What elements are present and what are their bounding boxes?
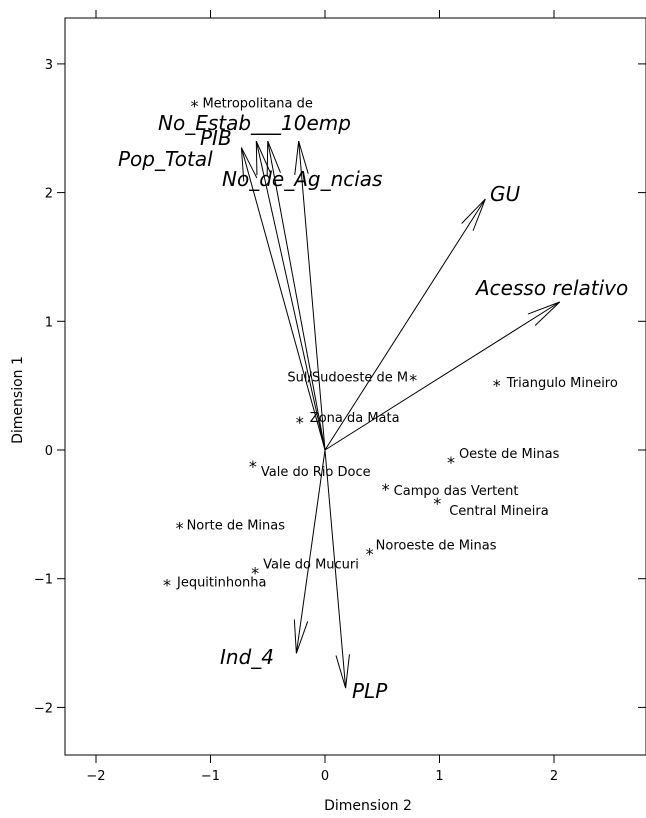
y-tick-label: 1 bbox=[45, 315, 53, 330]
point-label: Metropolitana de bbox=[202, 97, 312, 112]
point-label: Norte de Minas bbox=[187, 519, 286, 534]
y-axis-title: Dimension 1 bbox=[10, 356, 26, 444]
vector-arrowhead bbox=[267, 140, 281, 173]
vector-line bbox=[324, 198, 486, 451]
point-marker: * bbox=[447, 453, 455, 472]
point-marker: * bbox=[493, 376, 501, 395]
vector-label: No_de_Ag_ncias bbox=[222, 167, 382, 191]
region-points: * Metropolitana de*Sul/Sudoeste de M * Tria… bbox=[163, 97, 618, 595]
vector-arrowhead bbox=[294, 141, 300, 175]
vector-label: PIB bbox=[200, 126, 232, 150]
vector-label: GU bbox=[490, 182, 520, 206]
vector-arrowhead bbox=[345, 654, 350, 689]
point-marker: * bbox=[382, 480, 390, 499]
plot-frame bbox=[64, 17, 646, 756]
vector-arrowhead bbox=[255, 141, 258, 176]
y-axis-ticks: −2 −1 0 1 2 3 bbox=[34, 58, 646, 716]
vector-label: Acesso relativo bbox=[474, 276, 628, 300]
vector-label: Pop_Total bbox=[118, 147, 213, 171]
vector-arrowhead bbox=[266, 141, 269, 176]
vector-label: PLP bbox=[352, 679, 388, 703]
vector-arrowhead bbox=[298, 140, 309, 174]
vector-arrowhead bbox=[534, 301, 561, 326]
point-marker: * bbox=[176, 519, 184, 538]
x-tick-label: −1 bbox=[201, 769, 220, 784]
y-tick-label: 2 bbox=[45, 187, 53, 202]
vector-arrowhead bbox=[293, 619, 297, 654]
vector-arrowhead bbox=[240, 147, 245, 182]
y-tick-label: −1 bbox=[34, 573, 53, 588]
point-label: Vale do Mucuri bbox=[263, 558, 359, 573]
vector-arrowhead bbox=[527, 301, 560, 315]
x-tick-label: −2 bbox=[86, 769, 105, 784]
vector-arrowhead bbox=[295, 621, 309, 654]
point-label: Jequitinhonha bbox=[176, 575, 267, 590]
x-axis-ticks: −2 −1 0 1 2 bbox=[86, 10, 558, 784]
vector-line bbox=[255, 141, 326, 451]
vector-arrowhead bbox=[335, 655, 347, 689]
point-marker: * bbox=[433, 494, 441, 513]
point-marker: * bbox=[409, 371, 417, 390]
point-marker: * bbox=[163, 575, 171, 594]
x-tick-label: 2 bbox=[550, 769, 558, 784]
x-axis-title: Dimension 2 bbox=[324, 798, 412, 814]
vector-arrowhead bbox=[472, 198, 486, 231]
point-label: Campo das Vertent bbox=[394, 484, 519, 499]
vector-line bbox=[240, 147, 326, 451]
point-marker: * bbox=[296, 413, 304, 432]
point-label: Sul/Sudoeste de M bbox=[287, 371, 408, 386]
vector-line bbox=[295, 449, 326, 654]
vector-line bbox=[324, 449, 347, 689]
point-label: Zona da Mata bbox=[310, 411, 400, 426]
y-tick-label: 3 bbox=[45, 58, 53, 73]
y-tick-label: −2 bbox=[34, 701, 53, 716]
x-tick-label: 1 bbox=[435, 769, 443, 784]
point-marker: * bbox=[190, 97, 198, 116]
vector-arrowhead bbox=[240, 147, 258, 179]
point-label: Noroeste de Minas bbox=[376, 538, 497, 553]
point-label: Vale do Rio Doce bbox=[261, 465, 371, 480]
point-marker: * bbox=[249, 457, 257, 476]
point-marker: * bbox=[251, 564, 259, 583]
point-marker: * bbox=[366, 544, 374, 563]
point-label: Triangulo Mineiro bbox=[506, 376, 618, 391]
vector-line bbox=[267, 141, 326, 451]
x-tick-label: 0 bbox=[321, 769, 329, 784]
vector-line bbox=[324, 301, 560, 451]
vector-label: No_Estab___10emp bbox=[158, 111, 351, 135]
vector-arrowhead bbox=[461, 198, 486, 224]
vector-label: Ind_4 bbox=[220, 645, 274, 669]
vector-arrowhead bbox=[255, 140, 271, 173]
y-tick-label: 0 bbox=[45, 444, 53, 459]
point-label: Oeste de Minas bbox=[459, 447, 560, 462]
vector-line bbox=[298, 141, 326, 451]
point-label: Central Mineira bbox=[449, 504, 548, 519]
